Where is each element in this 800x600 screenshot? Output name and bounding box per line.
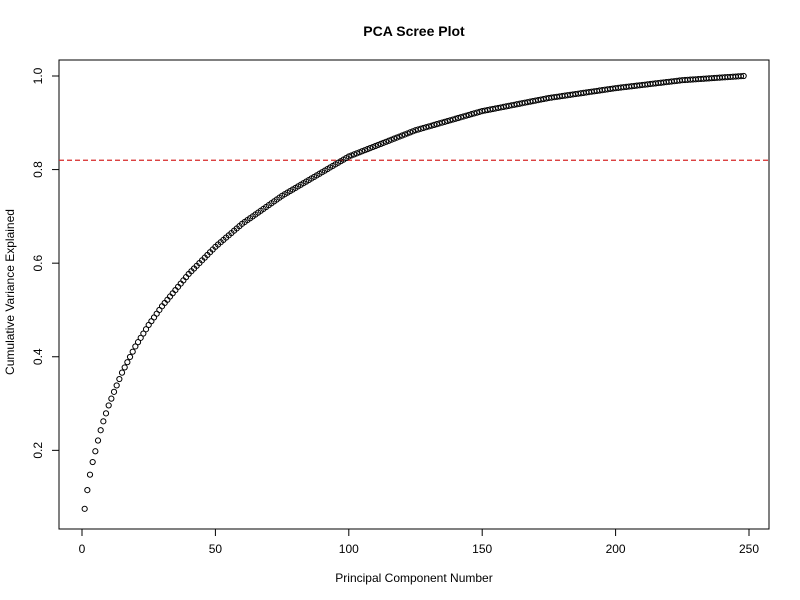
data-point (110, 388, 118, 395)
data-point (102, 410, 110, 417)
data-point (441, 118, 448, 125)
data-point (457, 114, 464, 121)
data-point (108, 395, 115, 402)
data-point (455, 114, 462, 122)
data-point (121, 364, 128, 371)
y-axis: 0.2 0.4 0.6 0.8 1.0 (31, 67, 60, 459)
y-tick-label: 0.8 (31, 161, 45, 178)
data-point (129, 348, 136, 355)
x-tick-label: 50 (209, 542, 223, 556)
data-point (737, 73, 745, 80)
data-point (148, 318, 155, 325)
data-point (444, 117, 451, 125)
x-tick-label: 0 (79, 542, 86, 556)
data-point (124, 359, 131, 366)
data-point (465, 111, 472, 119)
data-point (449, 116, 456, 123)
data-point (468, 111, 475, 118)
data-point (156, 306, 163, 314)
plot-frame (58, 59, 770, 530)
x-axis: 0 50 100 150 200 250 (79, 528, 759, 556)
data-point (142, 326, 150, 333)
data-point (423, 124, 430, 131)
data-point (431, 121, 438, 129)
data-point (150, 314, 158, 321)
data-point (118, 369, 126, 376)
data-point (425, 123, 432, 130)
y-tick-label: 0.6 (31, 255, 45, 272)
x-tick-label: 100 (339, 542, 359, 556)
data-point (452, 115, 459, 122)
x-axis-label: Principal Component Number (335, 571, 492, 585)
y-tick-label: 0.4 (31, 348, 45, 365)
x-tick-label: 200 (606, 542, 626, 556)
y-tick-label: 0.2 (31, 442, 45, 459)
data-point (116, 375, 123, 383)
data-point (417, 125, 424, 132)
data-point (740, 72, 747, 80)
x-tick-label: 150 (472, 542, 492, 556)
data-point (447, 117, 454, 124)
data-point (132, 343, 139, 350)
data-point (97, 427, 104, 434)
x-tick-label: 250 (739, 542, 759, 556)
y-tick-label: 1.0 (31, 67, 45, 84)
data-point (94, 437, 102, 444)
data-point (137, 334, 144, 341)
data-point (81, 505, 88, 512)
data-point (473, 109, 480, 116)
data-point (471, 110, 478, 117)
data-point (433, 121, 440, 128)
data-point (412, 127, 419, 134)
data-point (415, 126, 422, 133)
data-point (89, 458, 96, 466)
data-points (81, 72, 747, 512)
data-point (92, 448, 99, 455)
data-point (439, 119, 446, 126)
chart-title: PCA Scree Plot (363, 23, 465, 39)
data-point (86, 471, 94, 478)
y-axis-label: Cumulative Variance Explained (3, 209, 17, 375)
data-point (463, 112, 470, 119)
data-point (436, 120, 443, 127)
data-point (134, 339, 142, 346)
data-point (460, 113, 467, 120)
data-point (105, 402, 112, 409)
data-point (126, 353, 134, 361)
data-point (84, 487, 91, 494)
data-point (100, 418, 107, 425)
data-point (113, 382, 120, 389)
data-point (420, 124, 427, 132)
data-point (428, 122, 435, 129)
data-point (140, 330, 147, 337)
